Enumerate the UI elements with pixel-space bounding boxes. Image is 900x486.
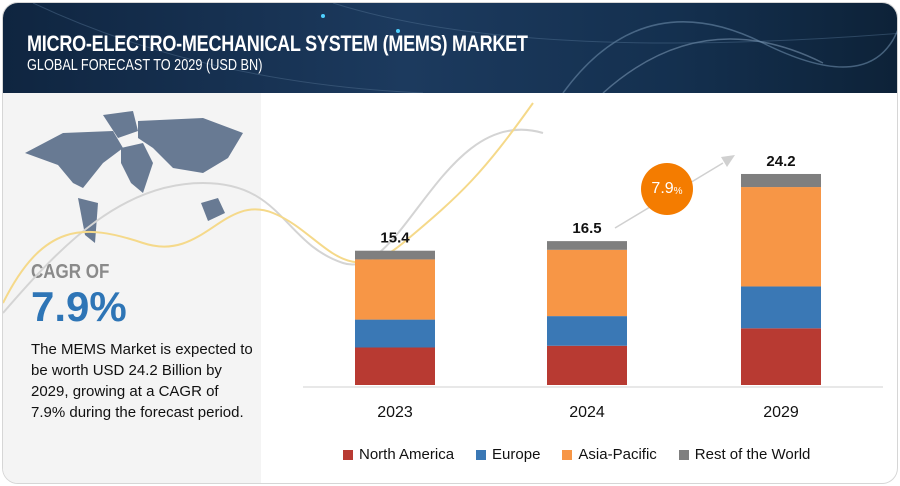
legend-swatch: [678, 449, 689, 460]
cagr-value: 7.9%: [31, 283, 127, 330]
legend-label: Rest of the World: [694, 446, 811, 463]
header-background-lines: [32, 3, 897, 93]
legend-swatch: [476, 449, 487, 460]
bar-segment-europe-2023: [355, 319, 435, 348]
bar-segment-europe-2029: [741, 286, 821, 329]
chart-title: MICRO-ELECTRO-MECHANICAL SYSTEM (MEMS) M…: [27, 31, 528, 56]
legend-label: North America: [359, 446, 455, 463]
legend-item: Asia-Pacific: [562, 446, 657, 463]
stacked-bar-chart: 15.4 2023 16.5 2024 24.2 2029: [3, 102, 883, 421]
legend-item: Europe: [476, 446, 540, 463]
bar-segment-rest-of-the-world-2023: [355, 250, 435, 260]
legend-label: Europe: [492, 446, 541, 463]
bar-segment-asia-pacific-2024: [547, 249, 627, 317]
cagr-badge-unit: %: [673, 185, 683, 197]
cagr-badge-value: 7.9: [651, 180, 674, 197]
bar-segment-rest-of-the-world-2029: [741, 173, 821, 188]
bar-segment-asia-pacific-2029: [741, 187, 821, 287]
total-label-2029: 24.2: [766, 153, 795, 170]
legend-item: Rest of the World: [678, 446, 811, 463]
growth-arrow-head: [721, 155, 735, 167]
legend: North America Europe Asia-Pacific Rest of t…: [343, 446, 810, 463]
total-label-2023: 15.4: [380, 230, 410, 247]
bar-segment-europe-2024: [547, 316, 627, 346]
bar-segment-north-america-2023: [355, 347, 435, 385]
chart-subtitle: GLOBAL FORECAST TO 2029 (USD BN): [27, 57, 263, 74]
cagr-badge: 7.9%: [641, 163, 693, 215]
legend-label: Asia-Pacific: [578, 446, 657, 463]
total-label-2024: 16.5: [572, 220, 601, 237]
summary-panel: CAGR OF 7.9% The MEMS Market is expected…: [3, 93, 261, 483]
world-map-icon: [25, 111, 243, 243]
decorative-curve-yellow: [3, 102, 534, 304]
header-banner: MICRO-ELECTRO-MECHANICAL SYSTEM (MEMS) M…: [3, 3, 897, 93]
legend-item: North America: [343, 446, 454, 463]
decorative-curve-gray: [3, 128, 544, 314]
bar-segment-rest-of-the-world-2024: [547, 241, 627, 250]
legend-swatch: [562, 449, 573, 460]
x-tick-label-2024: 2024: [569, 404, 605, 421]
x-tick-label-2023: 2023: [377, 404, 413, 421]
bar-segment-north-america-2024: [547, 345, 627, 385]
legend-swatch: [343, 449, 353, 460]
bar-segment-asia-pacific-2023: [355, 259, 435, 320]
x-tick-label-2029: 2029: [763, 404, 799, 421]
market-description: The MEMS Market is expected to be worth …: [31, 341, 253, 421]
cagr-label: CAGR OF: [31, 261, 110, 283]
bar-segment-north-america-2029: [741, 328, 821, 385]
